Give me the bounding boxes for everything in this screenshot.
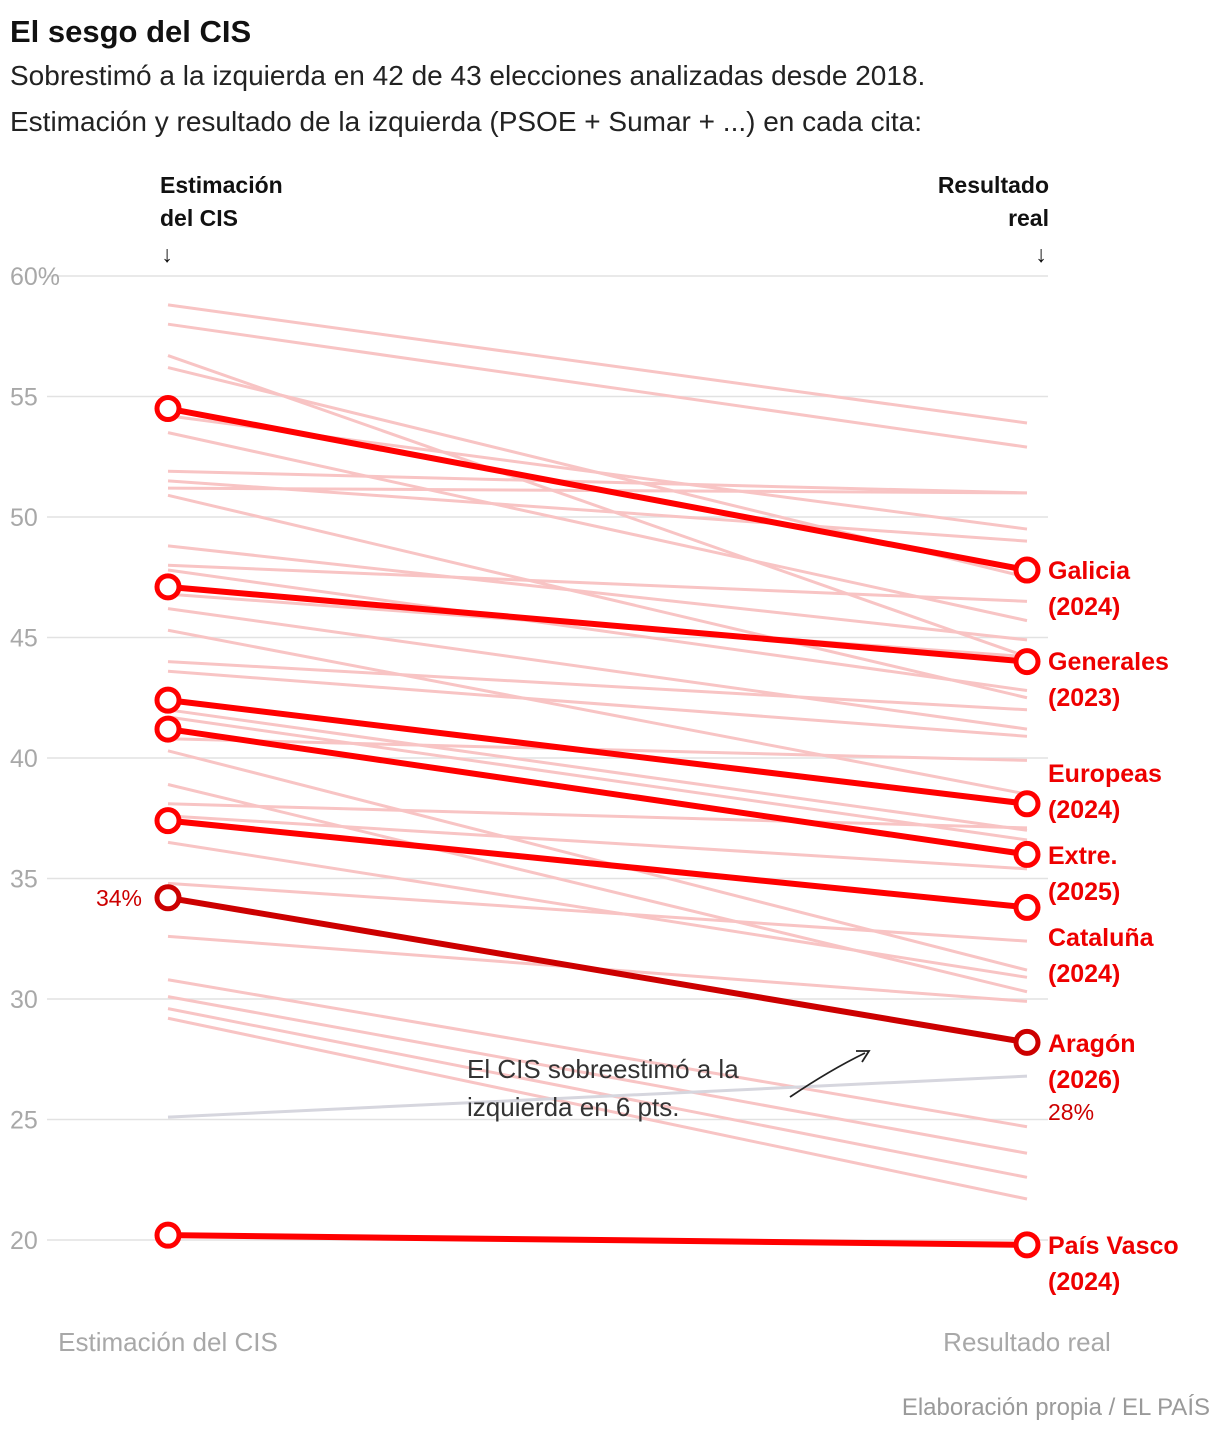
other-elections-lines xyxy=(167,303,1028,1201)
dot-end-galicia xyxy=(1013,556,1041,584)
line-pasvasco xyxy=(167,1232,1028,1248)
y-axis-ticks: 20 25 30 35 40 45 50 55 60% xyxy=(10,263,60,1255)
annotation-line: izquierda en 6 pts. xyxy=(467,1092,679,1122)
annotation-arrow xyxy=(789,1052,866,1098)
label-galicia: Galicia xyxy=(1048,557,1131,585)
annotation-line: El CIS sobreestimó a la xyxy=(467,1054,739,1084)
line-catalua xyxy=(167,817,1028,911)
other-election-line xyxy=(167,669,1028,738)
dot-end-catalua xyxy=(1013,893,1041,921)
other-election-line xyxy=(167,881,1028,943)
other-election-line xyxy=(167,322,1028,449)
dot-end-extre xyxy=(1013,840,1041,868)
underestimated-line xyxy=(167,1074,1028,1119)
election-labels: Galicia (2024) Generales (2023) Europeas (202… xyxy=(96,557,1179,1296)
bottom-label-left: Estimación del CIS xyxy=(58,1327,278,1357)
line-galicia xyxy=(167,405,1028,573)
y-tick-40: 40 xyxy=(10,745,38,773)
dot-start-generales xyxy=(154,573,182,601)
label-extre: Extre. xyxy=(1048,842,1117,870)
other-election-line xyxy=(167,783,1028,994)
label-year-generales: (2023) xyxy=(1048,684,1120,712)
subtitle-line-1: Sobrestimó a la izquierda en 42 de 43 el… xyxy=(10,60,926,91)
highlighted-elections xyxy=(154,395,1041,1259)
label-year-aragn: (2026) xyxy=(1048,1066,1120,1094)
right-header-arrow: ↓ xyxy=(1035,241,1047,267)
label-year-galicia: (2024) xyxy=(1048,593,1120,621)
dot-end-pasvasco xyxy=(1013,1231,1041,1259)
other-election-line xyxy=(167,840,1028,979)
dot-start-pasvasco xyxy=(154,1221,182,1249)
dot-end-aragn xyxy=(1013,1028,1041,1056)
dot-start-catalua xyxy=(154,807,182,835)
label-pasvasco: País Vasco xyxy=(1048,1232,1179,1260)
y-tick-35: 35 xyxy=(10,866,38,894)
other-election-line xyxy=(167,1007,1028,1179)
other-election-line xyxy=(167,607,1028,731)
other-election-line xyxy=(167,802,1028,830)
dot-start-europeas xyxy=(154,686,182,714)
right-header-line: Resultado xyxy=(938,172,1049,198)
y-tick-20: 20 xyxy=(10,1227,38,1255)
underestimated-election xyxy=(167,1074,1028,1119)
line-generales xyxy=(167,583,1028,665)
annotation: El CIS sobreestimó a la izquierda en 6 pt… xyxy=(467,1050,871,1122)
label-year-extre: (2025) xyxy=(1048,878,1120,906)
other-election-line xyxy=(167,303,1028,425)
y-tick-60: 60% xyxy=(10,263,60,291)
other-election-line xyxy=(167,749,1028,972)
subtitle-line-2: Estimación y resultado de la izquierda (… xyxy=(10,106,922,137)
line-aragn xyxy=(167,894,1028,1046)
value-end-aragn: 28% xyxy=(1048,1099,1094,1125)
other-election-line xyxy=(167,708,1028,832)
chart-title: El sesgo del CIS xyxy=(10,14,252,49)
other-election-line xyxy=(167,493,1028,700)
source-note: Elaboración propia / EL PAÍS xyxy=(901,1394,1210,1421)
dot-start-aragn xyxy=(154,884,182,912)
line-europeas xyxy=(167,697,1028,807)
dot-start-galicia xyxy=(154,395,182,423)
label-year-europeas: (2024) xyxy=(1048,796,1120,824)
dot-start-extre xyxy=(154,715,182,743)
dot-end-generales xyxy=(1013,648,1041,676)
other-election-line xyxy=(167,563,1028,603)
other-election-line xyxy=(167,568,1028,693)
other-election-line xyxy=(167,1016,1028,1201)
other-election-line xyxy=(167,814,1028,871)
other-election-line xyxy=(167,469,1028,495)
other-election-line xyxy=(167,660,1028,712)
left-header-line: Estimación xyxy=(160,172,283,198)
left-header-line: del CIS xyxy=(160,205,238,231)
label-aragn: Aragón xyxy=(1048,1030,1136,1058)
label-year-pasvasco: (2024) xyxy=(1048,1268,1120,1296)
column-headers: Estimación del CIS Resultado real ↓ ↓ xyxy=(160,172,1049,267)
y-tick-55: 55 xyxy=(10,384,38,412)
other-election-line xyxy=(167,628,1028,796)
dot-end-europeas xyxy=(1013,790,1041,818)
left-header-arrow: ↓ xyxy=(161,241,173,267)
annotation-arrowhead xyxy=(856,1050,871,1063)
other-election-line xyxy=(167,995,1028,1155)
right-header-line: real xyxy=(1008,205,1049,231)
bottom-axis-labels: Estimación del CIS Resultado real xyxy=(58,1327,1111,1357)
other-election-line xyxy=(167,544,1028,642)
other-election-line xyxy=(167,978,1028,1129)
y-tick-25: 25 xyxy=(10,1107,38,1135)
value-start-aragn: 34% xyxy=(96,885,142,911)
other-election-line xyxy=(167,479,1028,543)
y-tick-30: 30 xyxy=(10,986,38,1014)
y-tick-45: 45 xyxy=(10,625,38,653)
line-extre xyxy=(167,726,1028,858)
label-catalua: Cataluña xyxy=(1048,924,1155,952)
other-election-line xyxy=(167,354,1028,659)
other-election-line xyxy=(167,715,1028,842)
label-europeas: Europeas xyxy=(1048,760,1162,788)
bottom-label-right: Resultado real xyxy=(943,1327,1111,1357)
other-election-line xyxy=(167,431,1028,623)
label-generales: Generales xyxy=(1048,648,1169,676)
label-year-catalua: (2024) xyxy=(1048,960,1120,988)
y-tick-50: 50 xyxy=(10,504,38,532)
